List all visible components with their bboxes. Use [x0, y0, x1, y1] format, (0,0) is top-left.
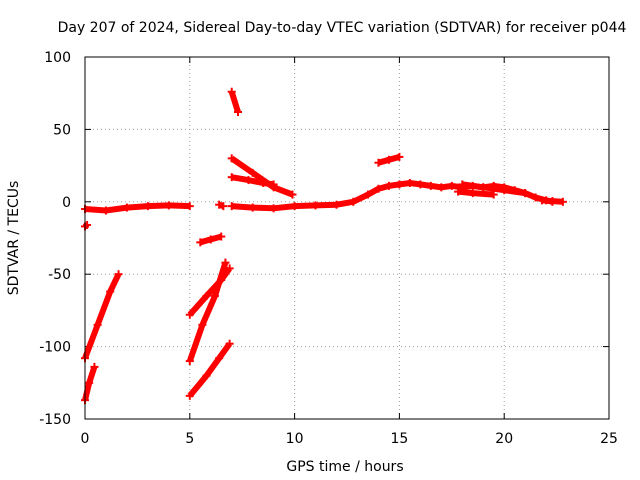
data-point: [500, 186, 509, 195]
track-segment: [84, 202, 190, 214]
data-point: [447, 181, 456, 190]
data-point: [210, 291, 219, 300]
data-point: [395, 152, 404, 161]
data-point: [531, 193, 540, 202]
data-point: [106, 287, 115, 296]
data-point: [269, 180, 278, 189]
data-point: [332, 200, 341, 209]
data-point: [185, 391, 194, 400]
data-point: [311, 201, 320, 210]
data-point: [437, 183, 446, 192]
data-point: [384, 181, 393, 190]
y-tick-label: 50: [53, 122, 71, 138]
data-point: [558, 197, 567, 206]
data-point: [374, 158, 383, 167]
data-point: [164, 201, 173, 210]
data-point: [196, 238, 205, 247]
data-point: [458, 180, 467, 189]
x-tick-label: 25: [600, 431, 618, 447]
data-point: [489, 190, 498, 199]
tick-labels: 0 5 10 15 20 25 -150 -100 -50 0 50 100: [39, 50, 618, 447]
data-point: [479, 183, 488, 192]
data-point: [363, 190, 372, 199]
data-point: [468, 189, 477, 198]
x-tick-label: 20: [495, 431, 513, 447]
x-tick-label: 5: [185, 431, 194, 447]
data-point: [90, 362, 99, 371]
data-point: [225, 264, 234, 273]
data-point: [395, 180, 404, 189]
track-segment: [187, 266, 233, 317]
grid: [85, 57, 609, 419]
track-segment: [186, 261, 229, 363]
series-tracks: [81, 87, 567, 405]
data-point: [259, 178, 268, 187]
data-point: [248, 203, 257, 212]
y-axis-label: SDTVAR / TECUs: [6, 181, 22, 296]
data-point: [227, 173, 236, 182]
x-tick-label: 0: [81, 431, 90, 447]
data-point: [521, 189, 530, 198]
data-point: [83, 220, 92, 229]
data-point: [114, 270, 123, 279]
plot-frame: [84, 56, 610, 420]
data-point: [454, 187, 463, 196]
data-point: [198, 320, 207, 329]
data-point: [143, 202, 152, 211]
data-point: [185, 310, 194, 319]
data-point: [537, 196, 546, 205]
track-segment: [228, 90, 241, 113]
data-point: [248, 168, 257, 177]
data-point: [202, 371, 211, 380]
data-point: [202, 291, 211, 300]
y-tick-label: 100: [44, 50, 71, 66]
y-tick-label: -50: [48, 267, 71, 283]
data-point: [426, 181, 435, 190]
data-point: [405, 178, 414, 187]
track-segment: [461, 181, 526, 197]
y-tick-label: -150: [39, 412, 71, 428]
data-point: [290, 202, 299, 211]
x-axis-label: GPS time / hours: [286, 459, 403, 475]
data-point: [217, 232, 226, 241]
track-segment: [187, 341, 233, 398]
x-tick-label: 10: [286, 431, 304, 447]
data-point: [416, 180, 425, 189]
data-point: [269, 204, 278, 213]
data-point: [227, 87, 236, 96]
data-point: [101, 206, 110, 215]
chart-title: Day 207 of 2024, Sidereal Day-to-day VTE…: [58, 20, 627, 36]
x-tick-label: 15: [390, 431, 408, 447]
data-point: [384, 155, 393, 164]
data-point: [227, 202, 236, 211]
ticks: [84, 56, 610, 420]
data-point: [288, 190, 297, 199]
data-point: [215, 200, 224, 209]
data-point: [548, 197, 557, 206]
data-point: [215, 354, 224, 363]
data-point: [349, 197, 358, 206]
data-point: [221, 258, 230, 267]
data-point: [85, 378, 94, 387]
data-point: [374, 184, 383, 193]
data-point: [219, 202, 228, 211]
data-point: [206, 235, 215, 244]
y-tick-label: -100: [39, 340, 71, 356]
data-point: [93, 320, 102, 329]
data-point: [227, 154, 236, 163]
data-point: [122, 203, 131, 212]
data-point: [185, 202, 194, 211]
track-segment: [231, 174, 275, 188]
data-point: [185, 357, 194, 366]
data-point: [244, 176, 253, 185]
data-series: [81, 87, 567, 405]
track-segment: [82, 272, 122, 360]
data-point: [225, 339, 234, 348]
y-tick-label: 0: [62, 195, 71, 211]
data-point: [234, 108, 243, 117]
